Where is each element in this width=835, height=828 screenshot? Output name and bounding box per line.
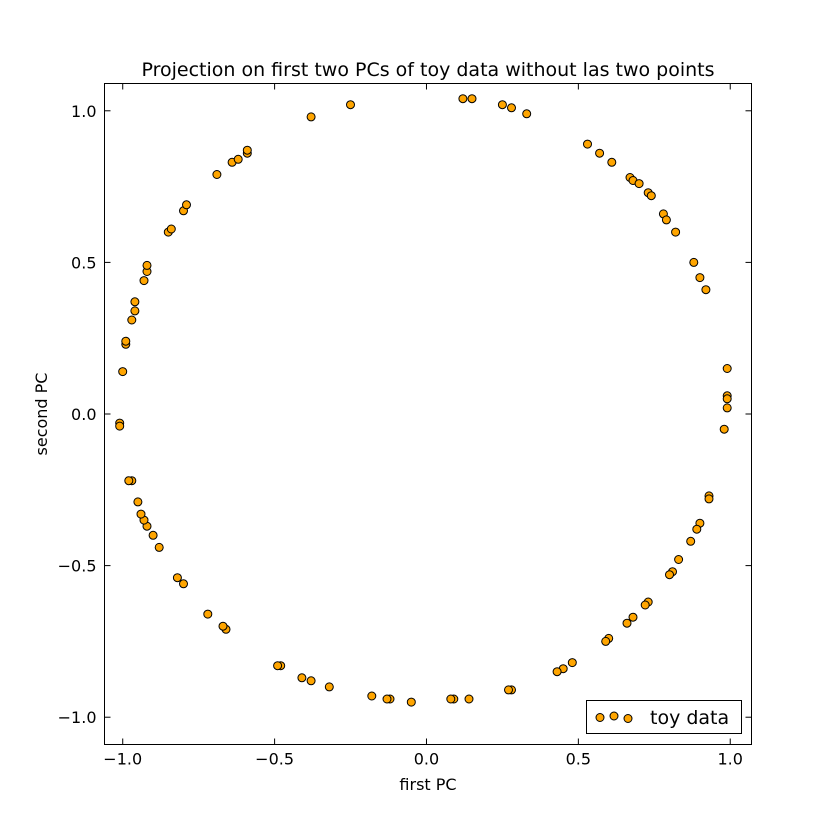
x-tick-label: −1.0	[103, 750, 142, 769]
data-point	[665, 570, 674, 580]
data-point	[203, 609, 213, 619]
data-point	[130, 297, 140, 307]
legend: toy data	[586, 700, 742, 734]
x-tick-label: −0.5	[255, 750, 294, 769]
data-point	[324, 682, 334, 692]
data-point	[118, 367, 128, 377]
data-point	[154, 542, 164, 552]
y-tick-label: 1.0	[71, 102, 96, 121]
data-point	[127, 315, 137, 325]
data-point	[628, 612, 638, 622]
axis-ticks: −1.0 −0.5 0.0 0.5 1.0 −1.0 −0.5 0.0 0.5 1.0	[58, 83, 752, 769]
legend-marker	[609, 711, 619, 721]
data-point	[701, 285, 711, 295]
y-axis-label: second PC	[32, 373, 51, 456]
data-point	[382, 694, 392, 704]
data-point	[722, 394, 732, 404]
data-point	[212, 170, 222, 179]
data-point	[583, 139, 592, 149]
data-point	[406, 697, 416, 707]
data-point	[692, 524, 702, 534]
data-point	[552, 667, 562, 677]
legend-label-toy-data: toy data	[650, 707, 729, 729]
data-point	[686, 536, 696, 546]
x-tick-label: 1.0	[718, 750, 743, 769]
data-point	[124, 476, 134, 486]
data-point	[640, 600, 650, 610]
data-point	[722, 364, 732, 373]
data-point	[148, 530, 158, 540]
y-tick-label: −0.5	[58, 557, 97, 576]
data-point	[467, 94, 477, 104]
data-point	[367, 691, 377, 701]
data-point	[142, 260, 152, 270]
data-point	[297, 673, 307, 683]
data-point	[139, 276, 149, 286]
data-point	[172, 573, 182, 583]
data-point	[722, 403, 732, 413]
data-point	[458, 94, 468, 104]
x-axis-label: first PC	[399, 775, 456, 794]
data-point	[273, 661, 283, 671]
data-point	[601, 636, 611, 646]
data-point	[130, 306, 140, 316]
data-point	[233, 154, 243, 164]
data-point	[607, 157, 617, 167]
legend-marker	[623, 714, 633, 723]
data-point	[242, 145, 252, 155]
data-point	[306, 112, 316, 122]
data-point	[695, 273, 705, 283]
data-point	[674, 555, 684, 564]
data-point	[115, 421, 125, 431]
data-point	[646, 191, 656, 201]
data-point	[306, 676, 316, 686]
data-point	[218, 621, 228, 631]
y-tick-label: 0.5	[71, 253, 96, 272]
data-point	[704, 494, 714, 504]
data-point	[522, 109, 532, 119]
data-point	[719, 424, 729, 434]
data-point	[346, 100, 355, 110]
data-point	[136, 509, 146, 519]
data-point	[661, 215, 671, 225]
x-tick-label: 0.0	[414, 750, 439, 769]
data-point	[634, 179, 644, 189]
data-points	[115, 94, 732, 707]
y-tick-label: 0.0	[71, 405, 96, 424]
data-point	[689, 257, 699, 267]
data-point	[121, 336, 131, 346]
data-point	[504, 685, 513, 695]
chart-title: Projection on first two PCs of toy data …	[141, 59, 714, 81]
y-tick-label: −1.0	[58, 708, 97, 727]
x-tick-label: 0.5	[566, 750, 591, 769]
data-point	[133, 497, 143, 507]
data-point	[446, 694, 456, 704]
legend-marker	[595, 713, 605, 722]
data-point	[166, 224, 176, 234]
data-point	[464, 694, 474, 704]
plot-frame	[104, 83, 752, 745]
data-point	[567, 658, 577, 668]
data-point	[179, 579, 188, 589]
data-point	[671, 227, 681, 237]
data-point	[182, 200, 191, 210]
data-point	[622, 618, 632, 628]
data-point	[497, 100, 507, 110]
data-point	[595, 148, 605, 158]
data-point	[507, 103, 516, 113]
